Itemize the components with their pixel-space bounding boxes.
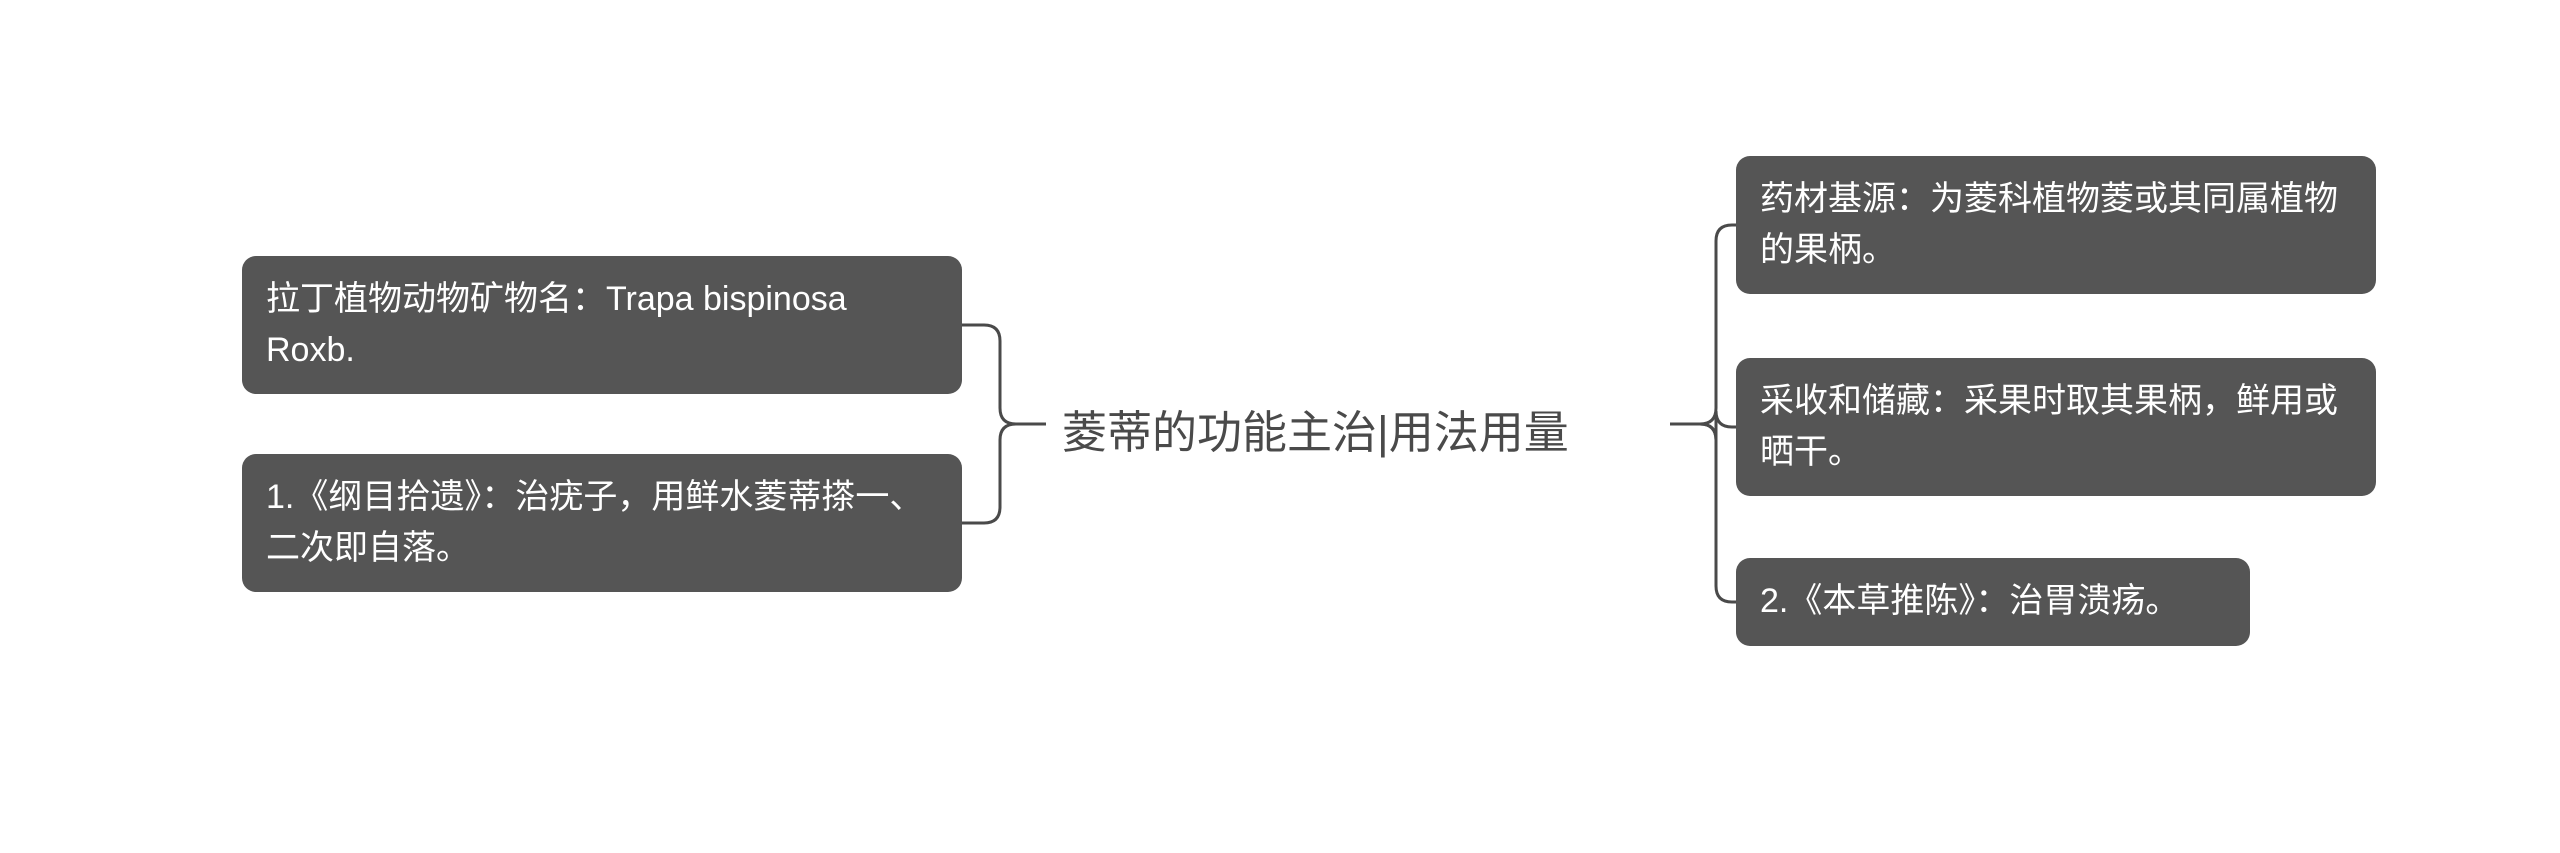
node-text: 拉丁植物动物矿物名：Trapa bispinosa Roxb. — [266, 280, 847, 369]
node-text: 采收和储藏：采果时取其果柄，鲜用或晒干。 — [1760, 382, 2338, 471]
node-text: 药材基源：为菱科植物菱或其同属植物的果柄。 — [1760, 180, 2338, 269]
center-node-text: 菱蒂的功能主治|用法用量 — [1062, 407, 1569, 458]
node-text: 1.《纲目拾遗》：治疣子，用鲜水菱蒂搽一、二次即自落。 — [266, 478, 923, 567]
mindmap-canvas: 菱蒂的功能主治|用法用量 拉丁植物动物矿物名：Trapa bispinosa R… — [0, 0, 2560, 853]
right-node-source: 药材基源：为菱科植物菱或其同属植物的果柄。 — [1736, 156, 2376, 294]
left-node-latin-name: 拉丁植物动物矿物名：Trapa bispinosa Roxb. — [242, 256, 962, 394]
node-text: 2.《本草推陈》：治胃溃疡。 — [1760, 582, 2179, 620]
center-node: 菱蒂的功能主治|用法用量 — [1062, 396, 1569, 461]
left-node-gangmu: 1.《纲目拾遗》：治疣子，用鲜水菱蒂搽一、二次即自落。 — [242, 454, 962, 592]
right-node-bencao: 2.《本草推陈》：治胃溃疡。 — [1736, 558, 2250, 646]
right-node-harvest: 采收和储藏：采果时取其果柄，鲜用或晒干。 — [1736, 358, 2376, 496]
